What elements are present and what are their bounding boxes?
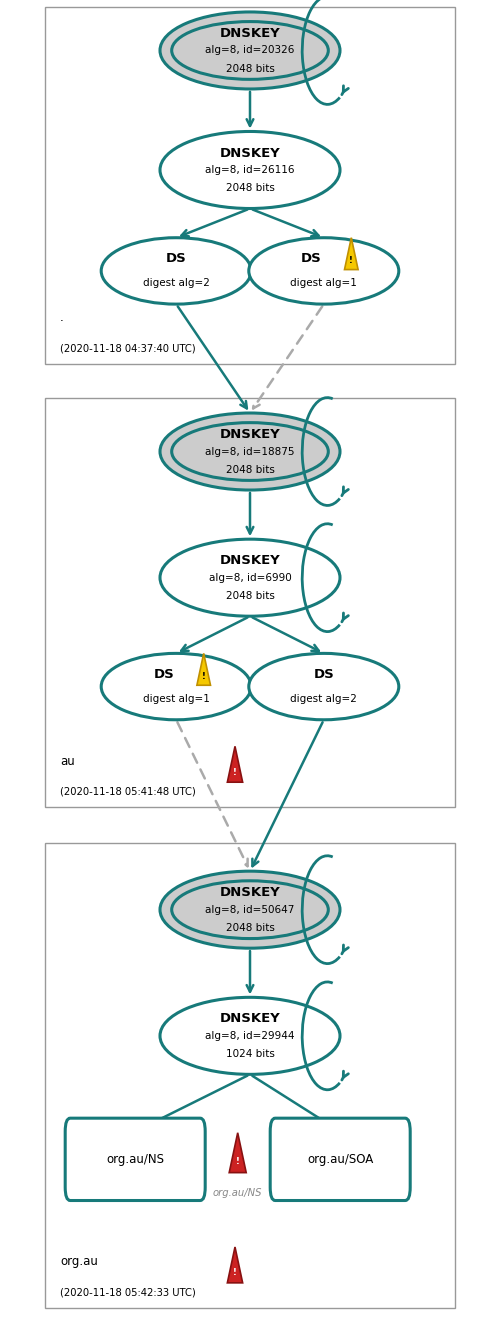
Text: DNSKEY: DNSKEY — [220, 886, 280, 899]
Text: (2020-11-18 04:37:40 UTC): (2020-11-18 04:37:40 UTC) — [60, 343, 196, 353]
Text: org.au/NS: org.au/NS — [106, 1153, 164, 1166]
FancyBboxPatch shape — [45, 7, 455, 364]
Text: .: . — [60, 311, 64, 324]
Text: !: ! — [233, 1268, 237, 1278]
Text: 2048 bits: 2048 bits — [226, 183, 274, 194]
Text: !: ! — [236, 1157, 240, 1166]
Polygon shape — [229, 1133, 246, 1173]
Text: DS: DS — [166, 252, 186, 266]
Text: au: au — [60, 754, 75, 768]
Text: (2020-11-18 05:42:33 UTC): (2020-11-18 05:42:33 UTC) — [60, 1287, 196, 1297]
FancyBboxPatch shape — [45, 843, 455, 1308]
Text: 2048 bits: 2048 bits — [226, 923, 274, 934]
Text: DNSKEY: DNSKEY — [220, 554, 280, 567]
Polygon shape — [197, 653, 210, 685]
Text: alg=8, id=29944: alg=8, id=29944 — [206, 1031, 295, 1041]
Text: DNSKEY: DNSKEY — [220, 27, 280, 40]
Text: digest alg=1: digest alg=1 — [143, 693, 210, 704]
Text: !: ! — [233, 768, 237, 777]
Ellipse shape — [160, 997, 340, 1074]
Polygon shape — [344, 238, 358, 270]
FancyBboxPatch shape — [270, 1118, 410, 1201]
Text: 1024 bits: 1024 bits — [226, 1049, 274, 1060]
Text: alg=8, id=6990: alg=8, id=6990 — [208, 572, 292, 583]
Text: alg=8, id=18875: alg=8, id=18875 — [206, 446, 295, 457]
Ellipse shape — [101, 238, 251, 304]
Text: (2020-11-18 05:41:48 UTC): (2020-11-18 05:41:48 UTC) — [60, 786, 196, 797]
Text: alg=8, id=26116: alg=8, id=26116 — [206, 165, 295, 175]
Text: DS: DS — [154, 668, 174, 681]
Text: DNSKEY: DNSKEY — [220, 146, 280, 159]
Polygon shape — [228, 746, 242, 782]
Text: DS: DS — [314, 668, 334, 681]
Ellipse shape — [101, 653, 251, 720]
Text: org.au: org.au — [60, 1255, 98, 1268]
Polygon shape — [228, 1247, 242, 1283]
Ellipse shape — [160, 539, 340, 616]
FancyBboxPatch shape — [45, 398, 455, 807]
Text: org.au/SOA: org.au/SOA — [307, 1153, 374, 1166]
Text: DNSKEY: DNSKEY — [220, 1012, 280, 1025]
Text: digest alg=2: digest alg=2 — [290, 693, 357, 704]
Text: !: ! — [202, 672, 205, 681]
FancyBboxPatch shape — [65, 1118, 205, 1201]
Text: alg=8, id=50647: alg=8, id=50647 — [206, 904, 294, 915]
Text: 2048 bits: 2048 bits — [226, 591, 274, 602]
Ellipse shape — [160, 131, 340, 208]
Text: digest alg=2: digest alg=2 — [143, 278, 210, 288]
Text: digest alg=1: digest alg=1 — [290, 278, 357, 288]
Text: !: ! — [350, 256, 353, 266]
Ellipse shape — [249, 238, 399, 304]
Text: DNSKEY: DNSKEY — [220, 428, 280, 441]
Text: DS: DS — [301, 252, 322, 266]
Text: 2048 bits: 2048 bits — [226, 465, 274, 475]
Text: alg=8, id=20326: alg=8, id=20326 — [206, 45, 294, 56]
Text: org.au/NS: org.au/NS — [213, 1187, 262, 1198]
Ellipse shape — [160, 12, 340, 89]
Text: 2048 bits: 2048 bits — [226, 64, 274, 74]
Ellipse shape — [160, 413, 340, 490]
Ellipse shape — [249, 653, 399, 720]
Ellipse shape — [160, 871, 340, 948]
